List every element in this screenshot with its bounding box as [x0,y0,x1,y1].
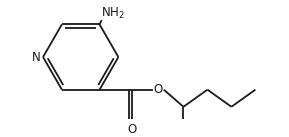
Text: O: O [127,123,137,136]
Text: O: O [153,83,162,96]
Text: NH$_2$: NH$_2$ [101,6,125,21]
Text: N: N [32,51,40,64]
